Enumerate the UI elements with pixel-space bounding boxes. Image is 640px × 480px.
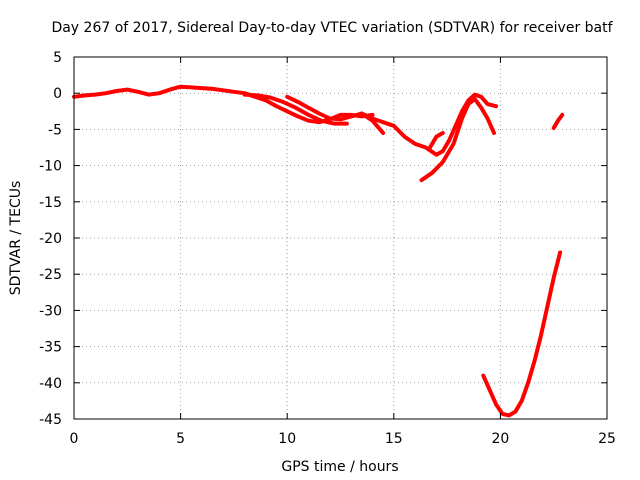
series-group: [72, 84, 565, 418]
y-tick-label: -30: [39, 303, 62, 319]
grid: [74, 57, 607, 419]
series-satellite-track-3: [285, 92, 499, 157]
plot-area-border: [73, 56, 608, 420]
x-tick-label: 10: [278, 431, 296, 447]
series-satellite-track-7: [551, 112, 565, 130]
series-satellite-track-8: [481, 250, 563, 418]
series-satellite-track-5: [419, 97, 496, 183]
series-satellite-track-4: [359, 111, 386, 135]
y-tick-label: -20: [39, 231, 62, 247]
x-tick-label: 15: [385, 431, 403, 447]
chart-title: Day 267 of 2017, Sidereal Day-to-day VTE…: [51, 20, 613, 36]
y-tick-label: -10: [39, 159, 62, 175]
x-tick-label: 5: [176, 431, 185, 447]
x-tick-label: 25: [598, 431, 616, 447]
y-tick-label: 0: [53, 86, 62, 102]
y-tick-label: -15: [39, 195, 62, 211]
series-satellite-track-2: [242, 92, 349, 126]
x-tick-label: 0: [70, 431, 79, 447]
x-tick-label: 20: [491, 431, 509, 447]
x-axis-label: GPS time / hours: [281, 459, 398, 475]
y-tick-label: -35: [39, 340, 62, 356]
y-tick-label: 5: [53, 50, 62, 66]
y-tick-label: -40: [39, 376, 62, 392]
series-satellite-track-6: [428, 131, 445, 150]
y-axis-label: SDTVAR / TECUs: [8, 181, 24, 296]
y-tick-label: -45: [39, 412, 62, 428]
y-tick-label: -5: [48, 122, 62, 138]
y-tick-label: -25: [39, 267, 62, 283]
ticks: 0 5 10 15 20 25 5 0 -5 -10 -15 -20 -25 -30 -35 -40 -45: [39, 50, 616, 447]
